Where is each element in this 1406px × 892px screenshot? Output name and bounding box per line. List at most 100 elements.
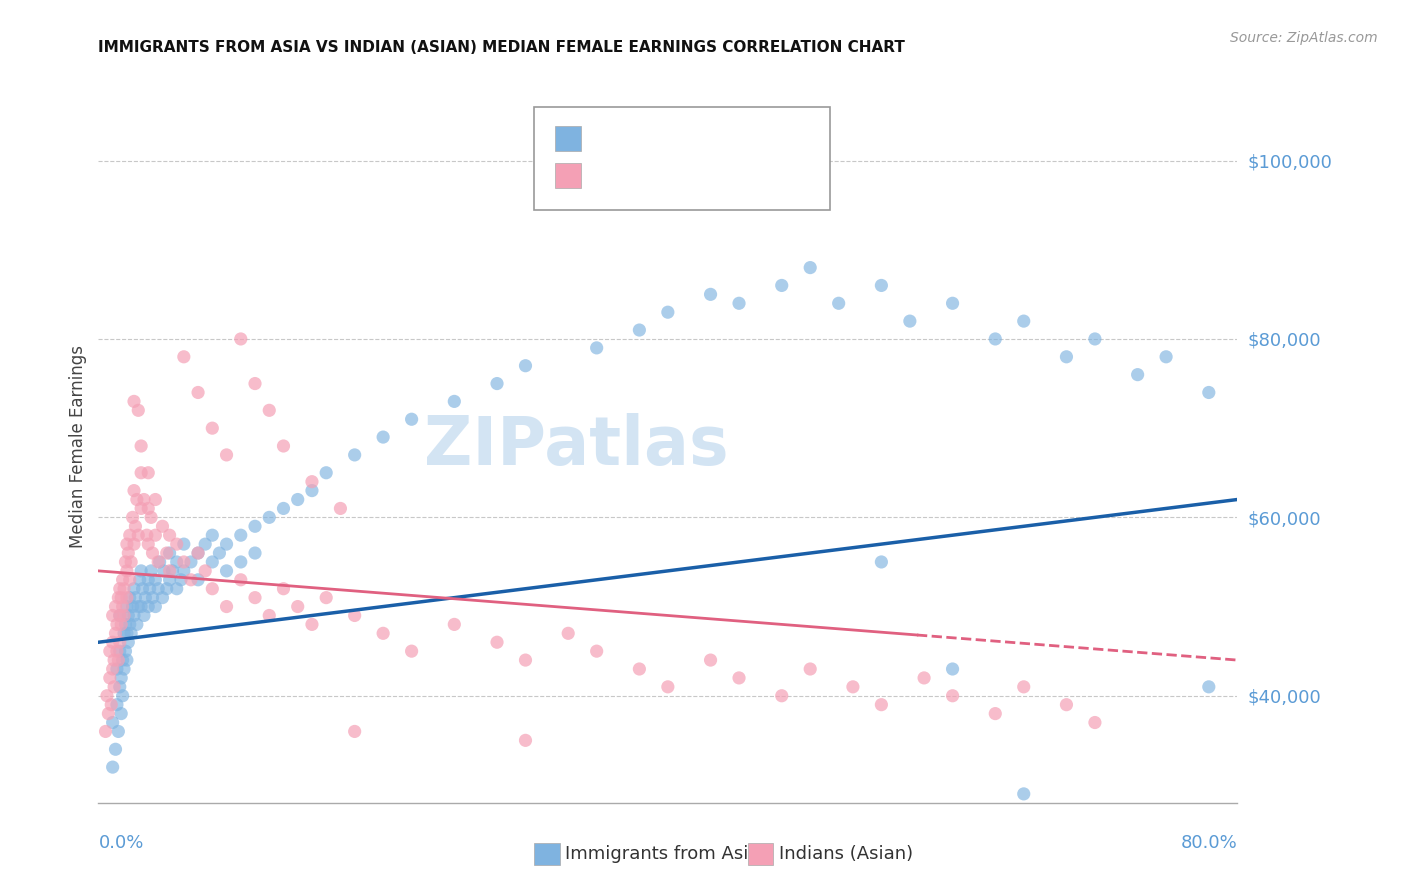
Y-axis label: Median Female Earnings: Median Female Earnings <box>69 344 87 548</box>
Point <box>108 644 131 658</box>
Text: Immigrants from Asia: Immigrants from Asia <box>565 845 759 863</box>
Point <box>201 421 224 435</box>
Point <box>159 564 181 578</box>
Point <box>201 582 224 596</box>
Point <box>373 430 395 444</box>
Point <box>136 573 159 587</box>
Point <box>273 501 295 516</box>
Point <box>121 599 143 614</box>
Point <box>121 510 143 524</box>
Point <box>273 582 295 596</box>
Point <box>129 501 152 516</box>
Point <box>942 296 965 310</box>
Point <box>148 582 170 596</box>
Point <box>145 528 167 542</box>
Point <box>114 617 136 632</box>
Text: Source: ZipAtlas.com: Source: ZipAtlas.com <box>1230 31 1378 45</box>
Point <box>799 260 821 275</box>
Point <box>105 698 128 712</box>
Point <box>187 385 209 400</box>
Point <box>984 706 1007 721</box>
Point <box>259 510 281 524</box>
Point <box>117 546 139 560</box>
Point <box>117 608 139 623</box>
Point <box>187 546 209 560</box>
Point <box>770 689 793 703</box>
Point <box>1198 680 1220 694</box>
Point <box>122 582 145 596</box>
Point <box>343 724 366 739</box>
Point <box>1012 680 1035 694</box>
Point <box>107 653 129 667</box>
Point <box>139 510 162 524</box>
Point <box>215 599 238 614</box>
Point <box>105 662 128 676</box>
Point <box>129 439 152 453</box>
Point <box>128 573 150 587</box>
Point <box>132 492 155 507</box>
Point <box>187 573 209 587</box>
Text: N =: N = <box>682 128 734 146</box>
Point <box>180 555 202 569</box>
Point <box>145 573 167 587</box>
Text: R =: R = <box>589 166 628 184</box>
Point <box>110 706 132 721</box>
Point <box>180 573 202 587</box>
Point <box>139 564 162 578</box>
Point <box>842 680 865 694</box>
Point <box>728 671 751 685</box>
Text: N =: N = <box>682 166 734 184</box>
Point <box>515 653 537 667</box>
Point <box>127 403 149 417</box>
Point <box>343 608 366 623</box>
Point <box>699 653 721 667</box>
Point <box>585 341 607 355</box>
Point <box>114 644 136 658</box>
Point <box>115 591 138 605</box>
Point <box>101 635 124 649</box>
Point <box>111 653 134 667</box>
Point <box>173 564 195 578</box>
Point <box>287 492 309 507</box>
Point <box>105 617 128 632</box>
Point <box>229 332 252 346</box>
Point <box>145 599 167 614</box>
Point <box>315 466 337 480</box>
Point <box>162 564 184 578</box>
Point <box>122 608 145 623</box>
Point <box>105 644 128 658</box>
Text: 80.0%: 80.0% <box>1181 834 1237 852</box>
Point <box>111 689 134 703</box>
Point <box>401 644 423 658</box>
Point <box>870 555 893 569</box>
Point <box>828 296 851 310</box>
Point <box>117 635 139 649</box>
Point <box>94 724 117 739</box>
Point <box>100 698 122 712</box>
Point <box>259 403 281 417</box>
Point <box>115 537 138 551</box>
Point <box>443 394 465 409</box>
Text: 103: 103 <box>728 128 766 146</box>
Point <box>515 733 537 747</box>
Point <box>111 573 134 587</box>
Point <box>118 528 141 542</box>
Point <box>148 555 170 569</box>
Point <box>942 662 965 676</box>
Point <box>125 617 148 632</box>
Point <box>110 617 132 632</box>
Point <box>97 706 120 721</box>
Point <box>98 644 121 658</box>
Point <box>401 412 423 426</box>
Point <box>96 689 118 703</box>
Point <box>103 680 125 694</box>
Point <box>118 573 141 587</box>
Point <box>215 564 238 578</box>
Point <box>152 591 174 605</box>
Point <box>104 599 127 614</box>
Point <box>135 528 157 542</box>
Point <box>799 662 821 676</box>
Point <box>1056 350 1078 364</box>
Point <box>1126 368 1149 382</box>
Point <box>153 564 176 578</box>
